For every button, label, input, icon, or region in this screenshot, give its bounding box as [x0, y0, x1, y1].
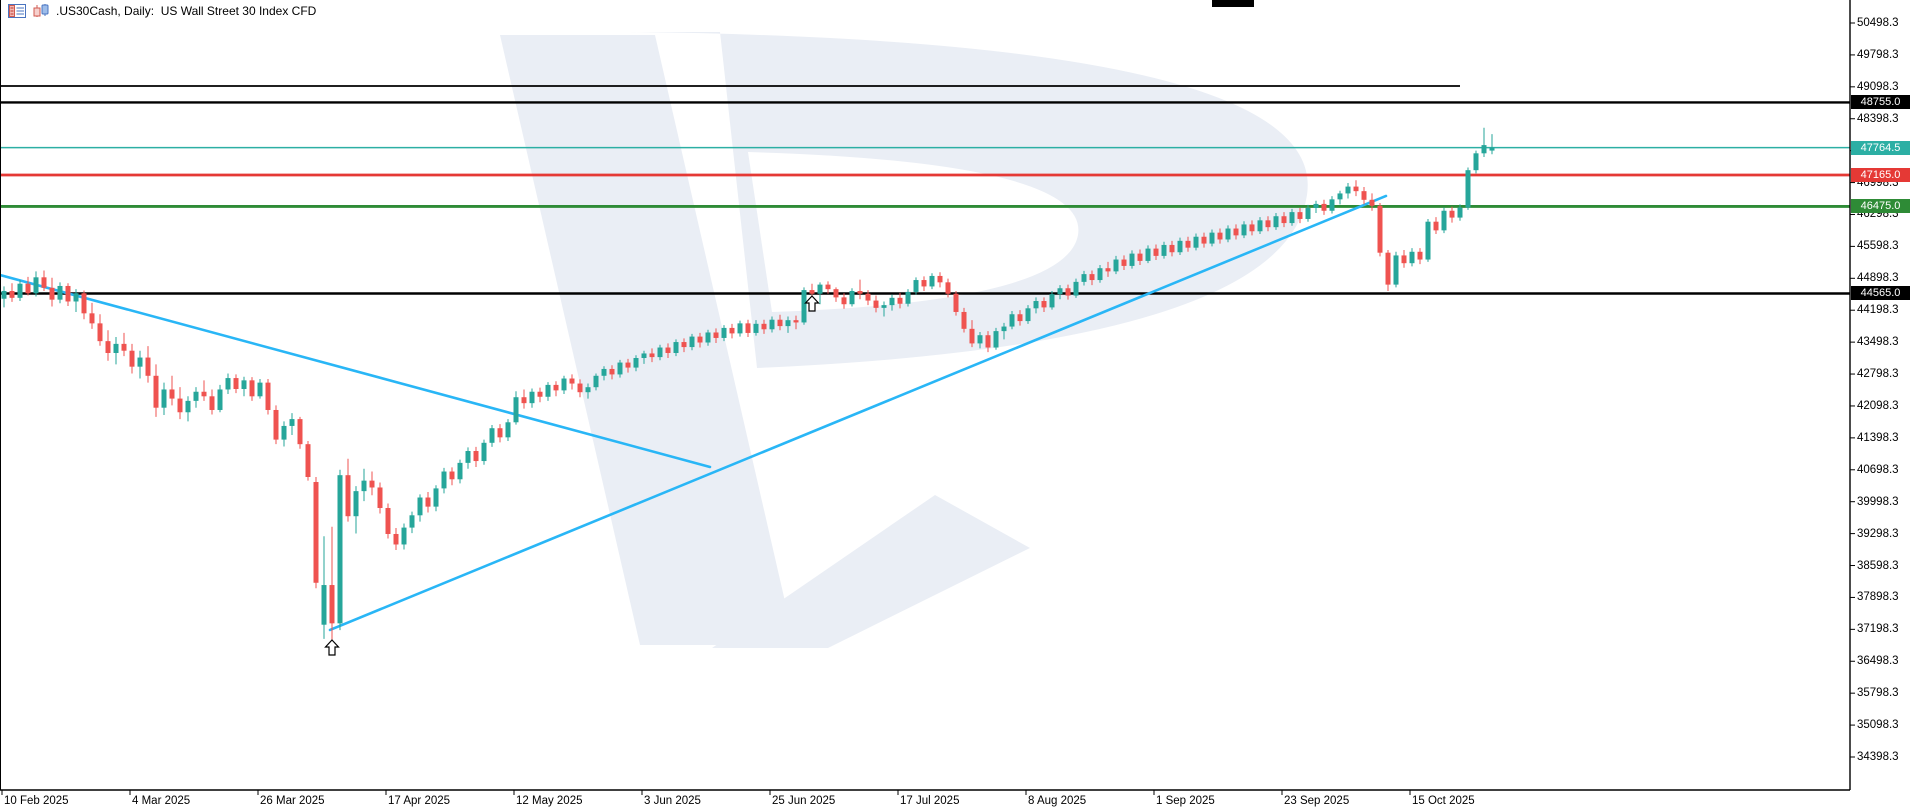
- price-tick-label: 42098.3: [1857, 399, 1899, 412]
- price-tick-label: 38598.3: [1857, 559, 1899, 572]
- price-tick-label: 40698.3: [1857, 463, 1899, 476]
- price-tick-label: 35098.3: [1857, 719, 1899, 732]
- date-tick-label: 25 Jun 2025: [772, 795, 836, 807]
- date-tick-label: 1 Sep 2025: [1156, 795, 1215, 807]
- date-tick-label: 17 Apr 2025: [388, 795, 451, 807]
- chart-title: .US30Cash, Daily: US Wall Street 30 Inde…: [56, 4, 317, 18]
- horizontal-levels[interactable]: [0, 85, 1850, 295]
- date-tick-label: 4 Mar 2025: [132, 795, 191, 807]
- price-level-badge: 44565.0: [1851, 286, 1910, 301]
- date-tick-label: 8 Aug 2025: [1028, 795, 1087, 807]
- ascending-support[interactable]: [328, 194, 1388, 632]
- market-watch-icon: [8, 4, 26, 18]
- retest-low-arrow[interactable]: [804, 295, 820, 312]
- price-tick-label: 49098.3: [1857, 80, 1899, 93]
- price-tick-label: 44898.3: [1857, 272, 1899, 285]
- candlesticks: [1, 127, 1495, 641]
- price-tick-label: 39998.3: [1857, 495, 1899, 508]
- chart-candles-icon: [33, 4, 49, 17]
- price-tick-label: 41398.3: [1857, 431, 1899, 444]
- date-tick-label: 12 May 2025: [516, 795, 583, 807]
- trendlines[interactable]: [0, 194, 1388, 632]
- price-tick-label: 43498.3: [1857, 336, 1899, 349]
- price-tick-label: 34398.3: [1857, 750, 1899, 763]
- price-tick-label: 35798.3: [1857, 687, 1899, 700]
- watermark-logo: [500, 32, 1308, 648]
- price-level-badge: 47165.0: [1851, 167, 1910, 182]
- top-edge-marker: [1212, 0, 1254, 7]
- descending-resistance[interactable]: [0, 273, 712, 469]
- price-tick-label: 49798.3: [1857, 48, 1899, 61]
- price-tick-label: 37898.3: [1857, 591, 1899, 604]
- price-level-badge: 46475.0: [1851, 199, 1910, 214]
- date-tick-label: 26 Mar 2025: [260, 795, 325, 807]
- price-tick-label: 50498.3: [1857, 17, 1899, 29]
- chart-frame: [0, 0, 1855, 795]
- price-tick-label: 48398.3: [1857, 112, 1899, 125]
- price-level-badge: 47764.5: [1851, 140, 1910, 155]
- price-tick-label: 39298.3: [1857, 527, 1899, 540]
- price-tick-label: 36498.3: [1857, 655, 1899, 668]
- date-tick-label: 3 Jun 2025: [644, 795, 701, 807]
- price-tick-label: 42798.3: [1857, 368, 1899, 381]
- price-tick-label: 37198.3: [1857, 623, 1899, 636]
- date-tick-label: 10 Feb 2025: [4, 795, 69, 807]
- arrow-markers[interactable]: [324, 295, 820, 656]
- chart-title-bar: .US30Cash, Daily: US Wall Street 30 Inde…: [8, 4, 316, 18]
- price-tick-label: 45598.3: [1857, 240, 1899, 253]
- date-tick-label: 17 Jul 2025: [900, 795, 960, 807]
- crash-low-arrow[interactable]: [324, 639, 340, 656]
- date-tick-label: 15 Oct 2025: [1412, 795, 1475, 807]
- date-tick-label: 23 Sep 2025: [1284, 795, 1350, 807]
- price-tick-label: 44198.3: [1857, 304, 1899, 317]
- price-level-badge: 48755.0: [1851, 95, 1910, 110]
